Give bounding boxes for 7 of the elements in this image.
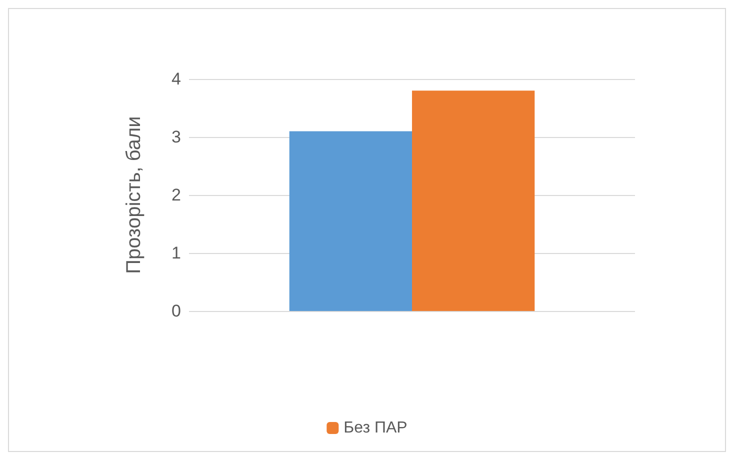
y-tick-label: 3: [172, 128, 181, 146]
legend-label: Без ПАР: [344, 420, 408, 436]
y-tick-label: 4: [172, 70, 181, 88]
y-axis-title: Прозорість, бали: [123, 116, 145, 274]
y-tick-label: 2: [172, 186, 181, 204]
y-tick-label: 1: [172, 244, 181, 262]
y-tick-label: 0: [172, 302, 181, 320]
